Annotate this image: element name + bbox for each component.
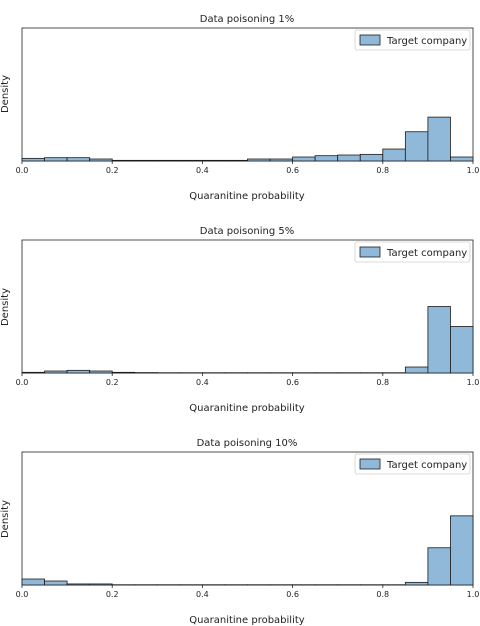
x-tick-label-3-1: 0.2 bbox=[106, 590, 119, 599]
bar-3-19 bbox=[450, 515, 474, 586]
legend-swatch-2 bbox=[359, 246, 381, 258]
x-tick-label-1-5: 1.0 bbox=[467, 166, 480, 175]
bar-2-1 bbox=[44, 370, 68, 374]
bar-1-11 bbox=[269, 158, 293, 162]
bar-1-2 bbox=[66, 157, 91, 162]
x-axis-label-2: Quaranitine probability bbox=[189, 403, 304, 414]
x-tick-label-2-4: 0.8 bbox=[376, 378, 389, 387]
x-tick-label-2-1: 0.2 bbox=[106, 378, 119, 387]
x-tick-label-1-1: 0.2 bbox=[106, 166, 119, 175]
legend-label-3: Target company bbox=[386, 460, 467, 471]
chart-panel-3: Data poisoning 10% 0.0 0.2 0.4 0.6 0.8 1.0 De… bbox=[0, 438, 479, 626]
x-tick-label-2-0: 0.0 bbox=[16, 378, 29, 387]
bar-1-13 bbox=[314, 155, 339, 162]
y-axis-label-1: Density bbox=[0, 75, 11, 113]
legend-box-1 bbox=[354, 29, 471, 51]
chart-panel-2: Data poisoning 5% 0.0 0.2 0.4 0.6 0.8 1.0 Den… bbox=[0, 226, 479, 414]
x-tick-label-1-3: 0.6 bbox=[286, 166, 299, 175]
y-axis-label-2: Density bbox=[0, 288, 11, 326]
bar-2-18 bbox=[427, 306, 451, 374]
chart-panel-1: Data poisoning 1% 0.0 0.2 0.4 0.6 0.8 1.0 Den… bbox=[0, 14, 479, 202]
bar-1-12 bbox=[292, 156, 316, 162]
bar-1-8 bbox=[201, 159, 226, 162]
x-ticks-3: 0.0 0.2 0.4 0.6 0.8 1.0 bbox=[16, 585, 480, 599]
legend-swatch-1 bbox=[359, 34, 381, 46]
legend-swatch-3 bbox=[359, 458, 381, 470]
bar-3-3 bbox=[89, 583, 113, 586]
legend-label-1: Target company bbox=[386, 36, 467, 47]
bar-1-7 bbox=[179, 159, 203, 162]
bar-1-15 bbox=[359, 153, 384, 162]
bar-2-0 bbox=[21, 371, 45, 374]
bar-2-19 bbox=[450, 326, 474, 374]
x-tick-label-2-2: 0.4 bbox=[196, 378, 209, 387]
x-tick-label-3-5: 1.0 bbox=[467, 590, 480, 599]
bar-3-1 bbox=[44, 580, 68, 586]
x-tick-label-1-4: 0.8 bbox=[376, 166, 389, 175]
bars-2 bbox=[21, 306, 474, 374]
bar-1-1 bbox=[44, 157, 68, 162]
bar-1-0 bbox=[21, 157, 45, 162]
x-tick-label-3-2: 0.4 bbox=[196, 590, 209, 599]
bar-2-4 bbox=[111, 371, 136, 374]
legend-2: Target company bbox=[354, 241, 471, 263]
x-axis-label-1: Quaranitine probability bbox=[189, 191, 304, 202]
x-tick-label-2-3: 0.6 bbox=[286, 378, 299, 387]
bars-1 bbox=[21, 116, 474, 162]
chart-title-2: Data poisoning 5% bbox=[200, 226, 294, 237]
x-tick-label-1-2: 0.4 bbox=[196, 166, 209, 175]
bar-3-2 bbox=[66, 583, 91, 586]
bars-3 bbox=[21, 515, 474, 586]
bar-1-14 bbox=[337, 154, 361, 162]
x-ticks-2: 0.0 0.2 0.4 0.6 0.8 1.0 bbox=[16, 373, 480, 387]
bar-1-10 bbox=[247, 158, 271, 162]
bar-3-18 bbox=[427, 547, 451, 586]
chart-title-1: Data poisoning 1% bbox=[200, 14, 294, 25]
x-tick-label-2-5: 1.0 bbox=[467, 378, 480, 387]
bar-2-17 bbox=[404, 366, 429, 374]
bar-1-9 bbox=[224, 159, 248, 162]
bar-2-3 bbox=[89, 370, 113, 374]
legend-1: Target company bbox=[354, 29, 471, 51]
bar-3-17 bbox=[404, 581, 429, 586]
bar-1-18 bbox=[427, 116, 451, 162]
x-axis-label-3: Quaranitine probability bbox=[189, 615, 304, 626]
legend-3: Target company bbox=[354, 453, 471, 475]
bar-1-16 bbox=[382, 148, 406, 162]
bar-1-3 bbox=[89, 158, 113, 162]
bar-1-19 bbox=[450, 156, 474, 162]
y-axis-label-3: Density bbox=[0, 500, 11, 538]
bar-1-4 bbox=[111, 159, 136, 162]
x-tick-label-3-4: 0.8 bbox=[376, 590, 389, 599]
x-tick-label-1-0: 0.0 bbox=[16, 166, 29, 175]
bar-2-2 bbox=[66, 369, 91, 374]
bar-1-17 bbox=[404, 131, 429, 162]
bar-3-0 bbox=[21, 578, 45, 586]
bar-1-5 bbox=[134, 159, 158, 162]
x-tick-label-3-3: 0.6 bbox=[286, 590, 299, 599]
legend-box-3 bbox=[354, 453, 471, 475]
legend-box-2 bbox=[354, 241, 471, 263]
x-ticks-1: 0.0 0.2 0.4 0.6 0.8 1.0 bbox=[16, 161, 480, 175]
bar-1-6 bbox=[156, 159, 181, 162]
legend-label-2: Target company bbox=[386, 248, 467, 259]
chart-title-3: Data poisoning 10% bbox=[197, 438, 298, 449]
x-tick-label-3-0: 0.0 bbox=[16, 590, 29, 599]
